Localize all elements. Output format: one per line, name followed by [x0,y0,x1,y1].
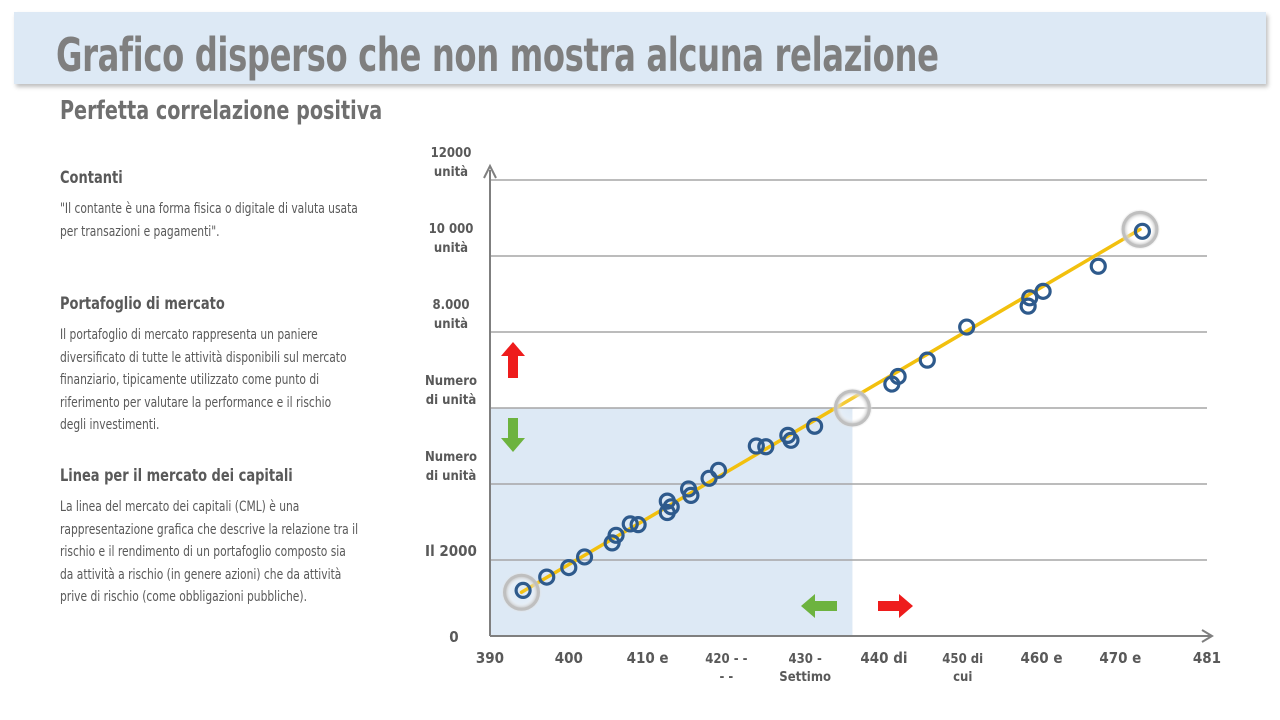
section-cml: Linea per il mercato dei capitali La lin… [60,466,360,609]
x-axis-arrowhead [1201,629,1214,643]
section-portafoglio: Portafoglio di mercato Il portafoglio di… [60,294,360,437]
arrow-down-icon [501,418,525,452]
page-title: Grafico disperso che non mostra alcuna r… [56,28,939,82]
x-tick-label: 470 e [1099,649,1141,667]
data-point [918,351,936,369]
data-point [621,515,639,533]
y-tick-label: Numero di unità [425,374,477,408]
data-point [682,486,700,504]
data-point [709,461,728,479]
data-point [514,581,532,600]
x-tick-label: 400 [555,649,583,667]
data-point [889,367,907,386]
y-tick-label: 8.000 unità [433,298,470,332]
x-tick-label: 420 - -- - [705,652,747,685]
data-point [747,437,765,455]
data-point [662,498,680,516]
title-banner: Grafico disperso che non mostra alcuna r… [14,12,1266,84]
x-tick-label: 450 di cui [942,652,983,685]
arrow-left-icon [801,594,837,618]
highlight-halo [1120,209,1161,250]
section-body: La linea del mercato dei capitali (CML) … [60,499,359,605]
highlight-ring [1121,210,1159,248]
data-point [607,526,625,544]
highlight-ring [833,389,871,427]
x-tick-label: 440 di [860,649,907,667]
data-point [1019,297,1037,315]
data-point [1034,282,1052,300]
highlight-halo [832,388,873,428]
x-tick-label: 410 e [627,649,669,667]
section-body: Il portafoglio di mercato rappresenta un… [60,327,347,433]
x-tick-label: 460 e [1021,649,1063,667]
arrow-up-icon [501,342,525,378]
data-point [757,438,775,456]
data-point [1089,257,1107,275]
x-tick-label: 390 [476,649,504,667]
y-tick-label: 0 [449,628,458,646]
y-tick-label: Numero di unità [425,450,477,484]
page-subtitle: Perfetta correlazione positiva [60,96,383,126]
y-axis-arrowhead [483,163,497,179]
data-point [806,417,824,435]
section-heading: Portafoglio di mercato [60,294,225,314]
section-heading: Linea per il mercato dei capitali [60,466,293,486]
data-point [629,516,647,534]
data-point [1021,289,1039,307]
data-point [560,558,578,577]
data-point [1133,222,1151,240]
x-tick-label: 481 [1193,649,1221,667]
arrow-right-icon [878,594,913,618]
y-tick-label: 10 000 unità [429,222,474,256]
highlight-halo [501,572,542,613]
data-point [782,431,800,449]
data-point [575,548,594,566]
data-point [958,318,976,336]
data-point [538,568,556,586]
x-tick-label: 430 -Settimo [779,652,831,685]
highlight-ring [503,573,541,611]
section-contanti: Contanti "Il contante è una forma fisica… [60,168,360,243]
section-body: "Il contante è una forma fisica o digita… [60,201,358,240]
section-heading: Contanti [60,168,123,188]
y-tick-label: 12000 unità [431,146,472,180]
y-tick-label: Il 2000 [425,542,477,560]
